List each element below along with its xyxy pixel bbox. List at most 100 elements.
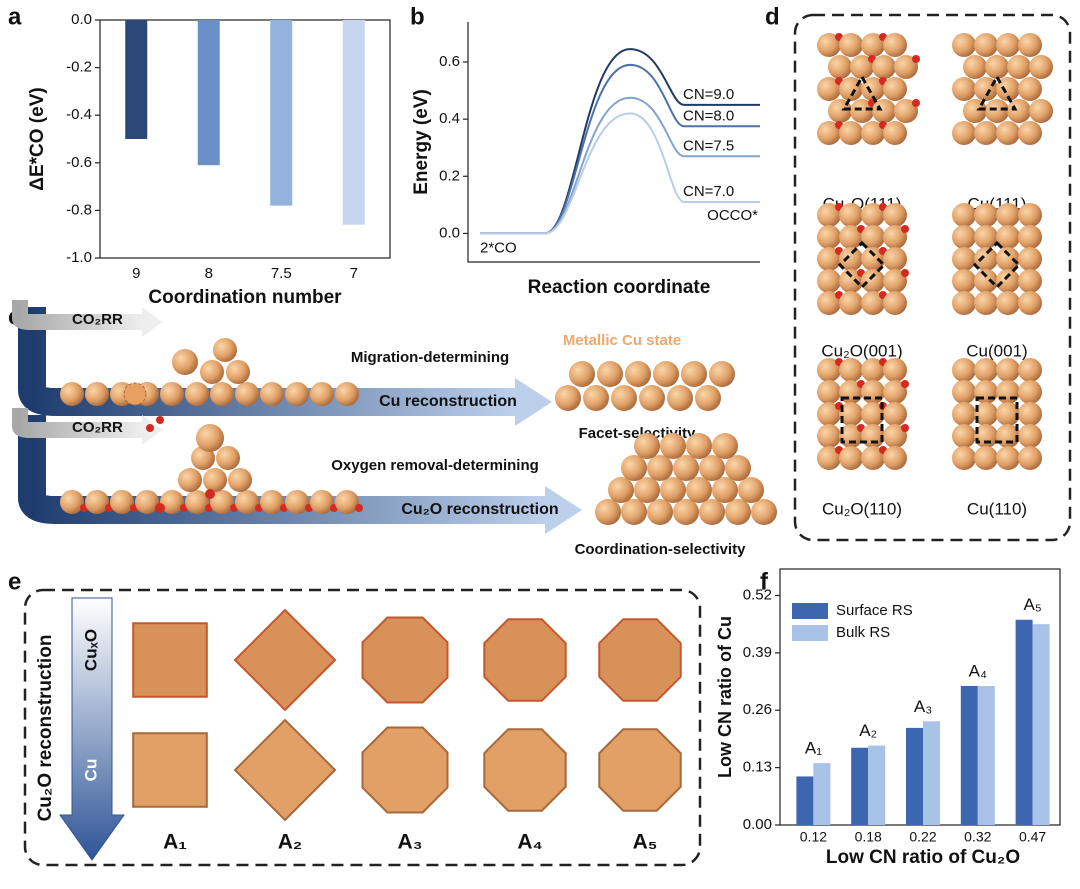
arrow-title: Cu₂O reconstruction bbox=[35, 635, 56, 822]
cu-atom bbox=[996, 402, 1020, 426]
o-atom bbox=[156, 416, 164, 424]
cu-atom bbox=[996, 247, 1020, 271]
cu-atom bbox=[310, 490, 334, 514]
bar bbox=[960, 685, 978, 825]
cu-atom bbox=[817, 225, 841, 249]
y-tick-label: -1.0 bbox=[66, 249, 92, 266]
y-tick-label: -0.6 bbox=[66, 154, 92, 171]
cu-atom bbox=[686, 433, 712, 459]
outcome-label: Coordination-selectivity bbox=[575, 541, 747, 558]
cu-atom bbox=[850, 99, 874, 123]
nanocrystal bbox=[361, 616, 449, 704]
y-tick-label: 0.39 bbox=[743, 644, 772, 661]
cu-atom bbox=[839, 121, 863, 145]
arrow-top: CuₓO bbox=[81, 629, 100, 671]
bar-annotation: A₁ bbox=[805, 739, 822, 758]
cu-atom bbox=[817, 358, 841, 382]
cu-atom bbox=[673, 499, 699, 525]
cu-atom bbox=[883, 380, 907, 404]
nanocrystal bbox=[598, 618, 682, 702]
cu-atom bbox=[839, 402, 863, 426]
cu-atom bbox=[285, 490, 309, 514]
y-tick-label: 0.6 bbox=[439, 53, 460, 70]
cu-atom bbox=[861, 402, 885, 426]
nanocrystal bbox=[598, 728, 682, 812]
x-tick-label: 7.5 bbox=[271, 265, 292, 282]
cu-atom bbox=[1018, 33, 1042, 57]
y-tick-label: -0.8 bbox=[66, 201, 92, 218]
cu-atom bbox=[952, 121, 976, 145]
x-axis-title: Coordination number bbox=[148, 287, 342, 308]
x-tick-label: 0.18 bbox=[855, 829, 882, 845]
panel-letter: f bbox=[760, 568, 769, 595]
arrow-label: Cu reconstruction bbox=[379, 393, 517, 410]
cu-atom bbox=[647, 499, 673, 525]
cu-atom bbox=[974, 225, 998, 249]
cu-atom bbox=[974, 291, 998, 315]
bar-annotation: A₃ bbox=[914, 697, 932, 716]
y-axis-title: Energy (eV) bbox=[411, 89, 432, 195]
nanocrystal bbox=[233, 608, 337, 712]
panel-letter: b bbox=[410, 3, 425, 30]
unit-outline bbox=[840, 396, 884, 444]
process-label: Oxygen removal-determining bbox=[331, 457, 539, 474]
cu-atom bbox=[839, 225, 863, 249]
cu-atom bbox=[817, 33, 841, 57]
cu-atom bbox=[709, 361, 735, 387]
cu-atom bbox=[974, 121, 998, 145]
cu-atom bbox=[883, 269, 907, 293]
cu-atom bbox=[667, 385, 693, 411]
bar bbox=[1015, 619, 1033, 825]
cu-atom bbox=[185, 490, 209, 514]
energy-line bbox=[480, 63, 760, 235]
cu-atom bbox=[1029, 55, 1053, 79]
energy-line bbox=[480, 112, 760, 235]
cu-atom bbox=[952, 203, 976, 227]
cu-atom bbox=[213, 338, 237, 362]
cu-atom bbox=[1018, 77, 1042, 101]
o-atom bbox=[355, 504, 363, 512]
cu-atom bbox=[861, 269, 885, 293]
cu-atom bbox=[625, 361, 651, 387]
panel-letter: e bbox=[8, 568, 21, 595]
o-atom bbox=[901, 225, 909, 233]
bar-annotation: A₅ bbox=[1024, 595, 1042, 614]
series-label: CN=9.0 bbox=[683, 86, 734, 103]
o-atom bbox=[205, 489, 215, 499]
state-label: OCCO* bbox=[707, 207, 758, 224]
cu-atom bbox=[216, 446, 240, 470]
o-atom bbox=[155, 503, 165, 513]
bar bbox=[342, 20, 365, 225]
o-atom bbox=[912, 99, 920, 107]
cu-atom bbox=[185, 382, 209, 406]
cu-atom bbox=[1018, 358, 1042, 382]
cu-atom bbox=[60, 490, 84, 514]
cu-atom bbox=[725, 455, 751, 481]
cu-atom bbox=[172, 349, 198, 375]
bar bbox=[977, 685, 995, 825]
x-tick-label: 0.22 bbox=[909, 829, 936, 845]
gas-pipe bbox=[12, 300, 142, 330]
cu-atom bbox=[621, 455, 647, 481]
nanocrystal bbox=[233, 718, 337, 822]
x-axis-title: Reaction coordinate bbox=[528, 277, 711, 298]
model-label: A₄ bbox=[517, 831, 542, 854]
cu-atom bbox=[996, 446, 1020, 470]
cu-atom bbox=[335, 382, 359, 406]
cu-atom bbox=[861, 203, 885, 227]
bar bbox=[197, 20, 220, 166]
cu-atom bbox=[285, 382, 309, 406]
cu-atom bbox=[1018, 225, 1042, 249]
cu-atom bbox=[210, 490, 234, 514]
cu-atom bbox=[1018, 424, 1042, 448]
cu-atom bbox=[817, 380, 841, 404]
legend-label: Bulk RS bbox=[836, 624, 890, 641]
cu-atom bbox=[883, 402, 907, 426]
x-tick-label: 7 bbox=[350, 265, 358, 282]
unit-outline bbox=[975, 396, 1019, 444]
cu-atom bbox=[883, 358, 907, 382]
cu-atom bbox=[872, 99, 896, 123]
cu-atom bbox=[974, 247, 998, 271]
cu-atom bbox=[1007, 99, 1031, 123]
y-tick-label: 0.26 bbox=[743, 701, 772, 718]
